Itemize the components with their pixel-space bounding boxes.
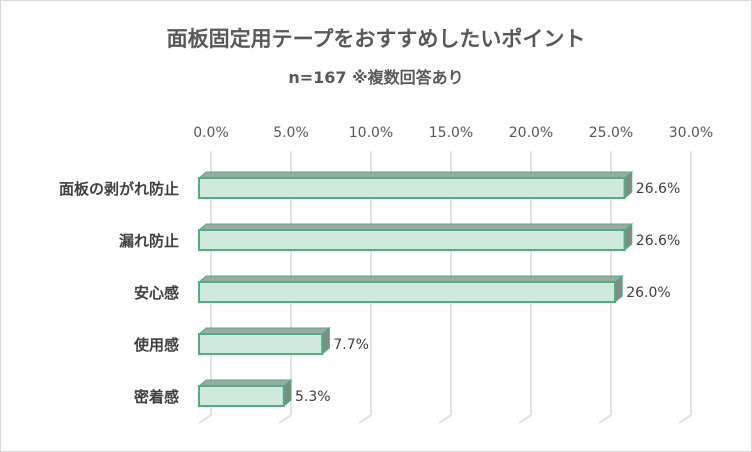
category-label: 漏れ防止 (119, 232, 179, 250)
data-label: 7.7% (333, 337, 369, 353)
gridline-floor (198, 414, 212, 424)
data-label: 26.0% (626, 285, 670, 301)
gridline-floor (598, 414, 612, 424)
gridline-floor (358, 414, 372, 424)
x-tick-label: 5.0% (273, 125, 309, 141)
gridline-floor (518, 414, 532, 424)
bar (198, 333, 324, 355)
bar (198, 385, 285, 407)
category-label: 使用感 (133, 336, 179, 354)
x-tick-label: 25.0% (589, 125, 633, 141)
bar (198, 177, 626, 199)
x-tick-label: 15.0% (429, 125, 473, 141)
gridline-floor (678, 414, 692, 424)
x-tick-label: 10.0% (349, 125, 393, 141)
x-tick-label: 30.0% (669, 125, 713, 141)
category-label: 面板の剥がれ防止 (59, 180, 179, 198)
data-label: 5.3% (295, 389, 331, 405)
bar (198, 229, 626, 251)
x-tick-label: 0.0% (193, 125, 229, 141)
bar (198, 281, 616, 303)
x-tick-label: 20.0% (509, 125, 553, 141)
data-label: 26.6% (636, 181, 680, 197)
gridline-floor (438, 414, 452, 424)
category-label: 密着感 (134, 388, 179, 406)
chart-title: 面板固定用テープをおすすめしたいポイント (167, 27, 586, 51)
chart-subtitle: n=167 ※複数回答あり (288, 68, 463, 87)
category-label: 安心感 (134, 284, 179, 302)
gridline-floor (278, 414, 292, 424)
data-label: 26.6% (636, 233, 680, 249)
